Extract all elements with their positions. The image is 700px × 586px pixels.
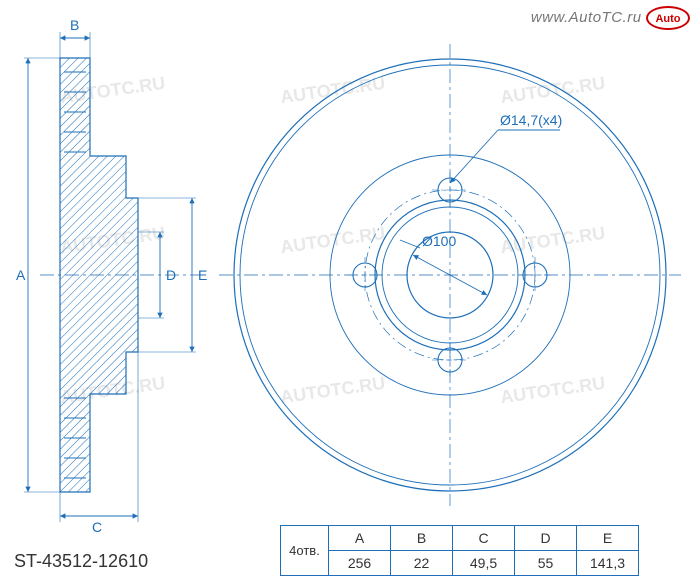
dim-b-label: B — [70, 17, 79, 33]
table-val: 141,3 — [577, 551, 639, 576]
table-col: E — [577, 526, 639, 551]
table-col: A — [329, 526, 391, 551]
bolt-hole-label: Ø14,7(x4) — [500, 112, 562, 128]
bore-label: Ø100 — [422, 233, 456, 249]
table-col: D — [515, 526, 577, 551]
dimension-table: 4отв. A B C D E 256 22 49,5 55 141,3 — [280, 525, 639, 576]
dim-c-label: C — [92, 519, 102, 535]
side-view: A B C D E — [16, 17, 207, 535]
table-val: 256 — [329, 551, 391, 576]
table-col: B — [391, 526, 453, 551]
table-header-left: 4отв. — [281, 526, 329, 576]
table-val: 55 — [515, 551, 577, 576]
table-val: 22 — [391, 551, 453, 576]
table-val: 49,5 — [453, 551, 515, 576]
dim-e-label: E — [198, 267, 207, 283]
part-number: ST-43512-12610 — [14, 551, 148, 572]
front-view: Ø14,7(x4) Ø100 — [219, 44, 681, 506]
table-col: C — [453, 526, 515, 551]
drawing-canvas: Ø14,7(x4) Ø100 — [0, 0, 700, 586]
dim-a-label: A — [16, 267, 26, 283]
dim-d-label: D — [166, 267, 176, 283]
